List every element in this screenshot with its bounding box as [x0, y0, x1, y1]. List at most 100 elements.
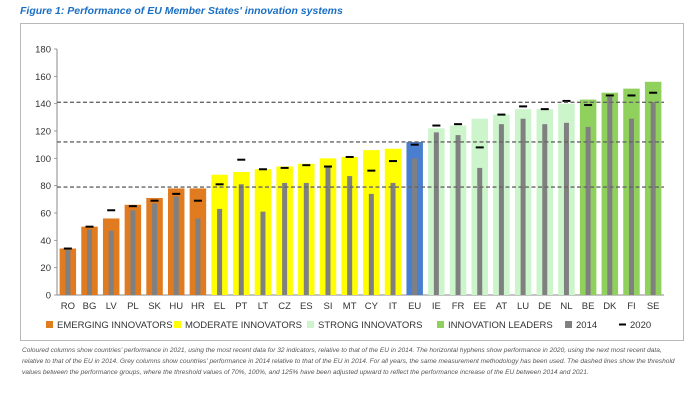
x-tick-label: IE — [432, 301, 441, 312]
bar-2014-AT — [498, 124, 504, 296]
bar-2014-IE — [433, 132, 439, 295]
bar-2014-EL — [217, 208, 223, 295]
x-tick-label: FR — [452, 301, 465, 312]
marker-2020-SI — [323, 165, 332, 168]
marker-2020-BG — [85, 225, 94, 228]
marker-2020-EU — [410, 143, 419, 146]
legend-label: 2020 — [630, 320, 651, 331]
x-tick-label: SK — [148, 301, 161, 312]
x-tick-label: RO — [61, 301, 75, 312]
x-tick-label: LV — [106, 301, 118, 312]
marker-2020-FI — [627, 94, 636, 97]
y-tick-label: 120 — [35, 127, 51, 138]
marker-2020-HU — [172, 192, 181, 195]
marker-2020-HR — [193, 199, 202, 202]
y-tick-label: 60 — [40, 209, 51, 220]
bar-2014-RO — [65, 249, 71, 295]
bar-2014-LU — [520, 118, 526, 295]
x-tick-label: MT — [343, 301, 357, 312]
bar-2014-MT — [347, 176, 353, 295]
marker-2020-LV — [107, 209, 116, 212]
legend-dash — [619, 323, 626, 326]
bar-2014-HR — [195, 218, 201, 295]
x-tick-label: BE — [582, 301, 595, 312]
x-tick-label: BG — [83, 301, 97, 312]
chart-caption: Coloured columns show countries' perform… — [22, 347, 675, 376]
x-tick-label: IT — [389, 301, 398, 312]
x-tick-label: PL — [127, 301, 139, 312]
marker-2020-PL — [128, 205, 137, 208]
x-tick-label: DK — [603, 301, 617, 312]
marker-2020-LU — [519, 105, 528, 108]
bar-2014-HU — [173, 196, 179, 295]
bar-2014-SE — [650, 102, 656, 295]
y-tick-label: 100 — [35, 154, 51, 165]
x-tick-label: CZ — [278, 301, 291, 312]
marker-2020-AT — [497, 113, 506, 116]
bar-chart: 0 20 40 60 80 100 120 140 160 180 RO BG LV PL SK HU HR EL… — [35, 45, 664, 331]
bar-2014-DE — [542, 124, 548, 296]
marker-2020-SE — [649, 91, 658, 94]
marker-2020-ES — [302, 164, 311, 167]
bar-2014-ES — [303, 182, 309, 295]
marker-2020-LT — [258, 168, 267, 171]
x-tick-label: AT — [496, 301, 508, 312]
y-tick-label: 0 — [46, 291, 51, 302]
x-tick-label: EU — [408, 301, 421, 312]
bar-2014-CY — [368, 193, 374, 295]
bar-2014-FR — [455, 135, 461, 295]
y-tick-label: 180 — [35, 45, 51, 56]
x-tick-label: PT — [235, 301, 247, 312]
bar-2014-BE — [585, 126, 591, 296]
x-tick-label: ES — [300, 301, 313, 312]
y-tick-label: 40 — [40, 236, 51, 247]
legend-label: STRONG INNOVATORS — [318, 320, 423, 331]
bar-2014-NL — [563, 122, 569, 295]
legend-swatch — [174, 321, 181, 328]
marker-2020-DK — [605, 94, 614, 97]
y-tick-label: 80 — [40, 181, 51, 192]
x-tick-label: HR — [191, 301, 205, 312]
chart-frame — [20, 23, 684, 341]
bar-2014-SI — [325, 166, 331, 295]
x-tick-label: CY — [365, 301, 379, 312]
legend-swatch — [565, 321, 572, 328]
marker-2020-NL — [562, 99, 571, 102]
bar-2014-EU — [412, 158, 418, 295]
bar-2014-EE — [477, 167, 483, 295]
legend-label: 2014 — [576, 320, 597, 331]
marker-2020-IT — [389, 160, 398, 163]
marker-2020-BE — [584, 104, 593, 107]
y-tick-label: 140 — [35, 99, 51, 110]
marker-2020-FR — [454, 123, 463, 126]
y-tick-label: 20 — [40, 263, 51, 274]
bar-2014-LV — [108, 230, 114, 295]
x-tick-label: HU — [169, 301, 183, 312]
x-tick-label: EL — [214, 301, 226, 312]
y-tick-label: 160 — [35, 72, 51, 83]
x-tick-label: DE — [538, 301, 551, 312]
bar-2014-FI — [628, 118, 634, 295]
x-tick-label: SE — [647, 301, 660, 312]
x-tick-label: NL — [560, 301, 572, 312]
legend-label: MODERATE INNOVATORS — [185, 320, 302, 331]
bar-2014-DK — [607, 96, 613, 295]
marker-2020-IE — [432, 124, 441, 127]
bar-2014-BG — [87, 229, 93, 295]
legend-swatch — [437, 321, 444, 328]
bar-2014-SK — [152, 203, 158, 295]
bar-2014-CZ — [282, 182, 288, 295]
marker-2020-RO — [63, 247, 72, 250]
x-tick-label: LT — [258, 301, 269, 312]
marker-2020-CY — [367, 169, 376, 172]
marker-2020-CZ — [280, 166, 289, 169]
marker-2020-EE — [475, 146, 484, 149]
bar-2014-PL — [130, 210, 136, 295]
marker-2020-DE — [540, 108, 549, 111]
marker-2020-SK — [150, 199, 159, 202]
x-tick-label: SI — [323, 301, 332, 312]
marker-2020-EL — [215, 183, 224, 186]
marker-2020-MT — [345, 155, 354, 158]
legend-swatch — [307, 321, 314, 328]
x-tick-label: FI — [627, 301, 635, 312]
